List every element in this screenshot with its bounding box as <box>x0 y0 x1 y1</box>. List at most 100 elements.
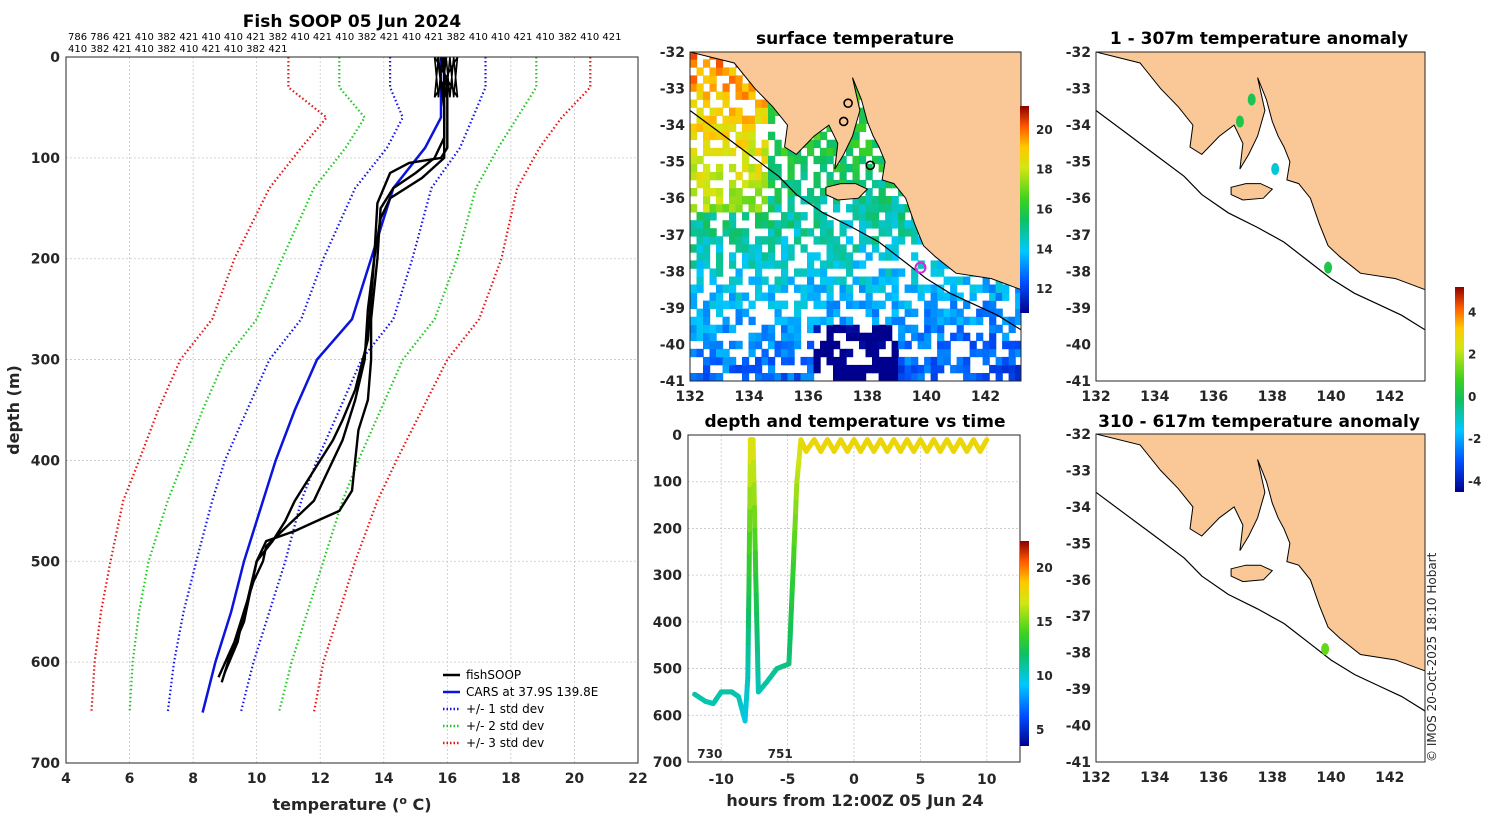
sst-cell <box>937 284 945 293</box>
sst-cell <box>729 300 737 309</box>
sst-cell <box>696 155 704 165</box>
sst-cell <box>1015 316 1021 326</box>
profile-xlabel: temperature (o C) <box>272 794 431 814</box>
sst-cell <box>833 260 841 269</box>
map-x-tick-label: 142 <box>1375 770 1404 786</box>
sst-cell <box>852 155 860 165</box>
sst-cell <box>696 324 704 334</box>
sst-cell <box>696 107 704 116</box>
sst-cell <box>781 244 789 253</box>
x-tick-label: 22 <box>628 771 647 787</box>
sst-cell <box>703 228 711 237</box>
sst-cell <box>878 155 886 165</box>
map-x-tick-label: 138 <box>1258 770 1287 786</box>
sst-cell <box>755 188 763 197</box>
sst-cell <box>703 59 711 68</box>
sst-cell <box>755 260 763 269</box>
sst-cell <box>930 356 938 366</box>
sst-cell <box>943 308 951 317</box>
sst-cell <box>774 204 782 213</box>
sst-cell <box>820 348 828 358</box>
sst-cell <box>1008 316 1016 326</box>
sst-cell <box>781 268 789 277</box>
sst-cell <box>696 348 704 358</box>
sst-cell <box>852 131 860 141</box>
sst-cell <box>898 236 906 245</box>
sst-cell <box>826 155 834 165</box>
sst-cell <box>885 324 893 334</box>
sst-cell <box>787 356 795 366</box>
sst-cell <box>930 292 938 301</box>
sst-cell <box>709 373 717 381</box>
track-segment <box>754 611 760 636</box>
sst-cell <box>820 131 828 141</box>
sst-cell <box>696 220 704 229</box>
sst-cell <box>690 220 698 229</box>
sst-cell <box>794 228 802 237</box>
sst-cell <box>709 171 717 181</box>
sst-cell <box>963 356 971 366</box>
sst-cell <box>690 292 698 301</box>
sst-cell <box>690 83 698 92</box>
sst-cell <box>852 364 860 374</box>
x-tick-label: 10 <box>247 771 267 787</box>
sst-cell <box>963 300 971 309</box>
sst-cell <box>761 292 769 301</box>
sst-cell <box>839 324 847 334</box>
anomaly-colorbar <box>1455 287 1464 492</box>
sst-cell <box>885 292 893 301</box>
sst-cell <box>872 316 880 326</box>
sst-cell <box>813 179 821 189</box>
sst-cell <box>761 147 769 157</box>
sst-cell <box>703 244 711 253</box>
sst-cell <box>878 252 886 261</box>
sst-cell <box>820 276 828 285</box>
sst-cell <box>826 356 834 366</box>
sst-cell <box>768 260 776 269</box>
sst-cell <box>729 75 737 84</box>
sst-cell <box>748 171 756 181</box>
map3-title: 310 - 617m temperature anomaly <box>1098 412 1420 432</box>
sst-cell <box>846 316 854 326</box>
sst-cell <box>904 204 912 213</box>
std-band-minus3 <box>90 57 329 713</box>
map-y-tick-label: -35 <box>1066 536 1091 552</box>
sst-cell <box>755 236 763 245</box>
sst-cell <box>774 348 782 358</box>
sst-cell <box>950 300 958 309</box>
sst-cell <box>722 67 730 76</box>
sst-cell <box>690 324 698 334</box>
sst-cell <box>794 220 802 229</box>
sst-cell <box>807 147 815 157</box>
track-segment <box>793 479 800 500</box>
sst-cell <box>833 276 841 285</box>
sst-cell <box>735 340 743 350</box>
sst-cell <box>703 332 711 342</box>
sst-cell <box>709 147 717 157</box>
sst-cell <box>930 300 938 309</box>
anomaly-colorbar-tick-label: -4 <box>1468 474 1481 488</box>
map2-frame <box>1095 51 1426 382</box>
std-band-minus2 <box>128 57 367 713</box>
sst-cell <box>839 163 847 173</box>
sst-cell <box>787 244 795 253</box>
sst-cell <box>787 196 795 205</box>
sst-cell <box>813 356 821 366</box>
sst-cell <box>963 373 971 381</box>
sst-cell <box>976 316 984 326</box>
map3-frame <box>1095 433 1426 763</box>
sst-cell <box>748 179 756 189</box>
sst-cell <box>820 236 828 245</box>
sst-cell <box>696 332 704 342</box>
profile-location-marker <box>914 261 927 274</box>
sst-cell <box>709 236 717 245</box>
sst-cell <box>820 284 828 293</box>
sst-cell <box>781 340 789 350</box>
sst-cell <box>826 300 834 309</box>
anomaly-colorbar-group: 4 2 0 -2 -4 <box>1455 287 1481 492</box>
sst-cell <box>722 131 730 141</box>
sst-cell <box>755 292 763 301</box>
sst-cell <box>846 348 854 358</box>
time-colorbar-tick-label: 10 <box>1036 669 1053 683</box>
sst-cell <box>937 316 945 326</box>
